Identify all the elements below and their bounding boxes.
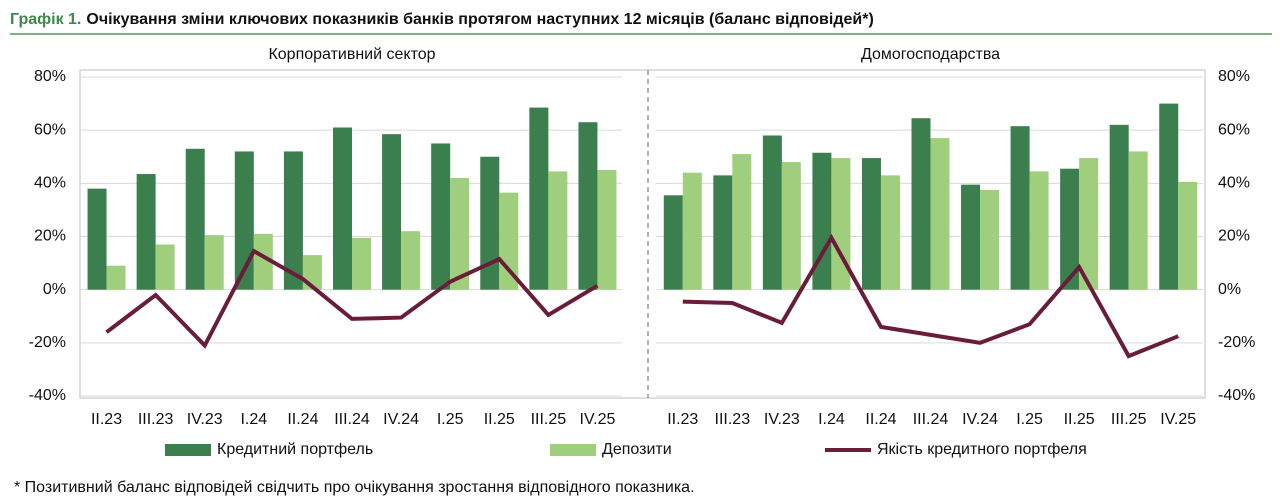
bar: [204, 235, 224, 290]
x-tick-label: III.25: [1111, 411, 1147, 428]
bar: [1010, 126, 1030, 290]
bar: [234, 151, 254, 290]
bar: [930, 138, 950, 290]
bar: [861, 158, 881, 290]
x-tick-label: I.24: [818, 411, 845, 428]
y-tick-label: 0%: [43, 281, 66, 298]
y2-tick-label: 60%: [1218, 121, 1250, 138]
bar: [283, 151, 303, 290]
bar: [682, 172, 702, 290]
legend-swatch: [550, 444, 596, 456]
bar: [401, 231, 421, 290]
bar: [880, 175, 900, 290]
x-tick-label: IV.24: [383, 411, 419, 428]
x-tick-label: II.25: [1064, 411, 1095, 428]
bar: [961, 184, 981, 290]
x-tick-label: III.23: [715, 411, 751, 428]
bar: [87, 188, 107, 290]
bar: [382, 134, 402, 290]
bar: [253, 233, 273, 290]
x-tick-label: III.24: [913, 411, 949, 428]
legend-label: Якість кредитного портфеля: [877, 441, 1087, 458]
bar: [529, 107, 549, 290]
x-tick-label: III.23: [138, 411, 174, 428]
line-series: [682, 233, 1179, 359]
bar: [480, 156, 500, 290]
bar: [1060, 168, 1080, 290]
bar: [1079, 158, 1099, 290]
x-tick-label: I.25: [437, 411, 464, 428]
plot-frame: [79, 69, 1206, 399]
x-tick-label: II.25: [484, 411, 515, 428]
bar: [578, 122, 598, 290]
bar: [663, 195, 683, 290]
x-tick-label: II.23: [91, 411, 122, 428]
y-tick-label: 60%: [34, 121, 66, 138]
x-tick-label: II.24: [287, 411, 318, 428]
x-tick-label: IV.23: [187, 411, 223, 428]
x-tick-label: III.25: [531, 411, 567, 428]
x-tick-label: IV.24: [962, 411, 998, 428]
bar: [333, 127, 352, 290]
bar: [713, 175, 733, 290]
bar: [352, 237, 371, 290]
bar: [548, 171, 568, 290]
bar: [1128, 151, 1148, 290]
x-tick-label: IV.25: [580, 411, 616, 428]
bar: [911, 118, 931, 290]
title-text: Очікування зміни ключових показників бан…: [86, 11, 873, 28]
bar: [980, 189, 1000, 290]
bar: [1159, 103, 1179, 290]
x-tick-label: II.24: [865, 411, 896, 428]
bar: [106, 265, 126, 290]
legend-label: Депозити: [602, 441, 672, 458]
y2-tick-label: 40%: [1218, 175, 1250, 192]
bar: [431, 143, 451, 290]
panel-title: Корпоративний сектор: [268, 46, 435, 63]
y2-tick-label: 20%: [1218, 228, 1250, 245]
bar: [597, 170, 617, 290]
y2-tick-label: -40%: [1218, 387, 1255, 404]
chart-title: Графік 1. Очікування зміни ключових показ…: [10, 11, 874, 28]
x-tick-label: III.24: [334, 411, 370, 428]
y-tick-label: 80%: [34, 68, 66, 85]
y-tick-label: 40%: [34, 175, 66, 192]
y2-tick-label: 80%: [1218, 68, 1250, 85]
bar: [155, 244, 175, 290]
x-tick-label: IV.25: [1160, 411, 1196, 428]
x-tick-label: I.25: [1016, 411, 1043, 428]
bar: [136, 174, 156, 290]
legend-label: Кредитний портфель: [217, 441, 373, 458]
bar: [762, 135, 782, 290]
panel-title: Домогосподарства: [861, 46, 1000, 63]
legend-swatch: [165, 444, 211, 456]
x-tick-label: IV.23: [764, 411, 800, 428]
bar: [732, 154, 752, 290]
bar: [1178, 182, 1198, 290]
bar: [1029, 171, 1049, 290]
y2-tick-label: 0%: [1218, 281, 1241, 298]
bar: [812, 152, 832, 290]
x-tick-label: II.23: [667, 411, 698, 428]
title-prefix: Графік 1.: [10, 11, 81, 28]
bar: [1109, 124, 1129, 290]
bar: [831, 158, 851, 290]
y-tick-label: -20%: [29, 334, 66, 351]
bar: [450, 178, 470, 290]
footnote: * Позитивний баланс відповідей свідчить …: [14, 479, 695, 496]
y-tick-label: -40%: [29, 387, 66, 404]
bar: [781, 162, 801, 290]
y2-tick-label: -20%: [1218, 334, 1255, 351]
x-tick-label: I.24: [240, 411, 267, 428]
line-series: [105, 248, 599, 349]
bar: [185, 148, 205, 290]
y-tick-label: 20%: [34, 228, 66, 245]
